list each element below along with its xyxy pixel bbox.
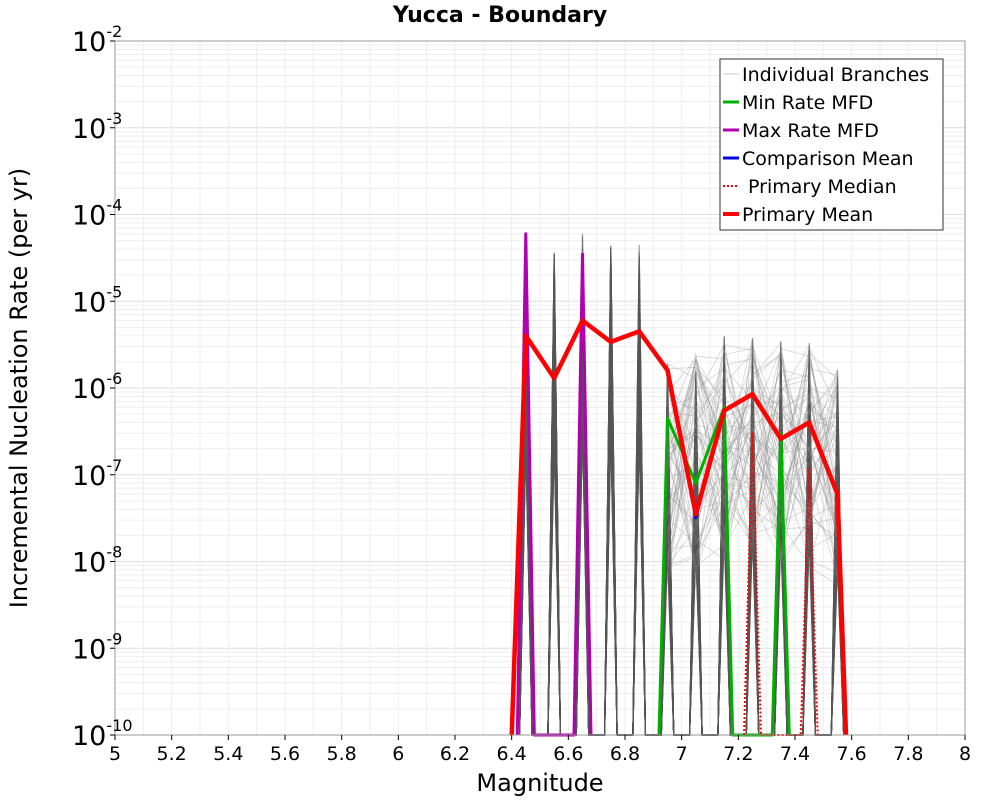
x-tick-label: 7.4 bbox=[780, 743, 810, 765]
branch-line-cross bbox=[667, 349, 838, 586]
branch-line-cross bbox=[667, 365, 838, 566]
legend-label: Primary Mean bbox=[742, 204, 873, 226]
x-tick-label: 5 bbox=[109, 743, 121, 765]
branch-line-cross bbox=[667, 340, 838, 566]
branch-line-cross bbox=[667, 344, 838, 513]
x-tick-label: 7 bbox=[676, 743, 688, 765]
branch-line-cross bbox=[667, 366, 838, 527]
branch-line-cross bbox=[667, 354, 838, 537]
x-tick-label: 8 bbox=[959, 743, 971, 765]
y-axis-label: Incremental Nucleation Rate (per yr) bbox=[5, 168, 33, 608]
branch-line-cross bbox=[667, 397, 838, 582]
branch-line-cross bbox=[667, 353, 838, 570]
branch-line-cross bbox=[667, 458, 838, 566]
x-tick-label: 7.6 bbox=[837, 743, 867, 765]
y-tick-exponent: -10 bbox=[106, 716, 132, 735]
branch-line-cross bbox=[667, 351, 838, 564]
branch-line-cross bbox=[667, 347, 838, 561]
branch-line-cross bbox=[667, 355, 838, 544]
x-axis-ticks: 5 5.2 5.4 5.6 5.8 6 6.2 6.4 6.6 6.8 7 7.2 7.4 7.6 7.8 8 bbox=[109, 735, 971, 765]
legend: Individual Branches Min Rate MFD Max Rate … bbox=[719, 58, 944, 231]
branch-line-cross bbox=[667, 398, 838, 550]
x-axis-label: Magnitude bbox=[476, 769, 603, 797]
legend-label: Comparison Mean bbox=[742, 148, 914, 170]
legend-box bbox=[719, 58, 944, 231]
branch-line-cross bbox=[667, 379, 838, 581]
branch-line-cross bbox=[667, 338, 838, 555]
branch-line-cross bbox=[667, 338, 838, 557]
y-tick-label: 10-9 bbox=[72, 629, 122, 665]
series-primary-mean bbox=[509, 318, 849, 736]
branch-line-cross bbox=[667, 370, 838, 556]
chart-title: Yucca - Boundary bbox=[392, 3, 607, 28]
x-tick-label: 7.2 bbox=[723, 743, 753, 765]
branch-line-cross bbox=[667, 361, 838, 574]
y-tick-exponent: -8 bbox=[106, 543, 122, 562]
x-tick-label: 7.8 bbox=[893, 743, 923, 765]
y-tick-exponent: -6 bbox=[106, 369, 122, 388]
branch-line-cross bbox=[667, 413, 838, 539]
branch-line-cross bbox=[667, 347, 838, 479]
x-tick-label: 6.8 bbox=[610, 743, 640, 765]
branch-line-cross bbox=[667, 345, 838, 564]
y-tick-exponent: -5 bbox=[106, 282, 122, 301]
branch-line-cross bbox=[667, 367, 838, 556]
branch-line-cross bbox=[667, 345, 838, 532]
x-tick-label: 5.8 bbox=[327, 743, 357, 765]
y-tick-exponent: -7 bbox=[106, 456, 122, 475]
x-tick-label: 6 bbox=[392, 743, 404, 765]
branch-line-cross bbox=[667, 358, 838, 574]
branch-line-cross bbox=[667, 393, 838, 485]
branch-line-cross bbox=[667, 349, 838, 544]
branch-line-cross bbox=[667, 357, 838, 527]
branch-line-cross bbox=[667, 367, 838, 568]
branch-line-cross bbox=[667, 360, 838, 560]
x-tick-label: 6.6 bbox=[553, 743, 583, 765]
branch-line-cross bbox=[667, 395, 838, 563]
x-tick-label: 5.6 bbox=[270, 743, 300, 765]
y-tick-exponent: -9 bbox=[106, 629, 122, 648]
x-tick-label: 6.2 bbox=[440, 743, 470, 765]
legend-label: Primary Median bbox=[742, 176, 897, 198]
branch-line-cross bbox=[667, 400, 838, 540]
branch-line-cross bbox=[667, 398, 838, 535]
branch-line-cross bbox=[667, 363, 838, 522]
y-tick-exponent: -4 bbox=[106, 196, 122, 215]
branch-line-cross bbox=[667, 358, 838, 571]
x-tick-label: 5.2 bbox=[157, 743, 187, 765]
branch-line-cross bbox=[667, 347, 838, 579]
legend-label: Individual Branches bbox=[742, 64, 929, 86]
x-tick-label: 5.4 bbox=[213, 743, 243, 765]
branch-line-cross bbox=[667, 348, 838, 549]
branch-line-cross bbox=[667, 354, 838, 544]
x-tick-label: 6.4 bbox=[497, 743, 527, 765]
series-min-rate-mfd bbox=[657, 405, 791, 737]
legend-label: Min Rate MFD bbox=[742, 92, 873, 114]
y-tick-exponent: -3 bbox=[106, 109, 122, 128]
branch-line-cross bbox=[667, 387, 838, 508]
branch-line-cross bbox=[667, 380, 838, 499]
branch-line-cross bbox=[667, 376, 838, 559]
y-tick-exponent: -2 bbox=[106, 22, 122, 41]
branch-line-cross bbox=[667, 352, 838, 510]
legend-label: Max Rate MFD bbox=[742, 120, 879, 142]
branch-line-cross bbox=[667, 344, 838, 551]
branch-line-cross bbox=[667, 375, 838, 567]
y-tick-label: 10-10 bbox=[72, 716, 133, 752]
branch-line-cross bbox=[667, 352, 838, 558]
branch-line-cross bbox=[667, 341, 838, 560]
